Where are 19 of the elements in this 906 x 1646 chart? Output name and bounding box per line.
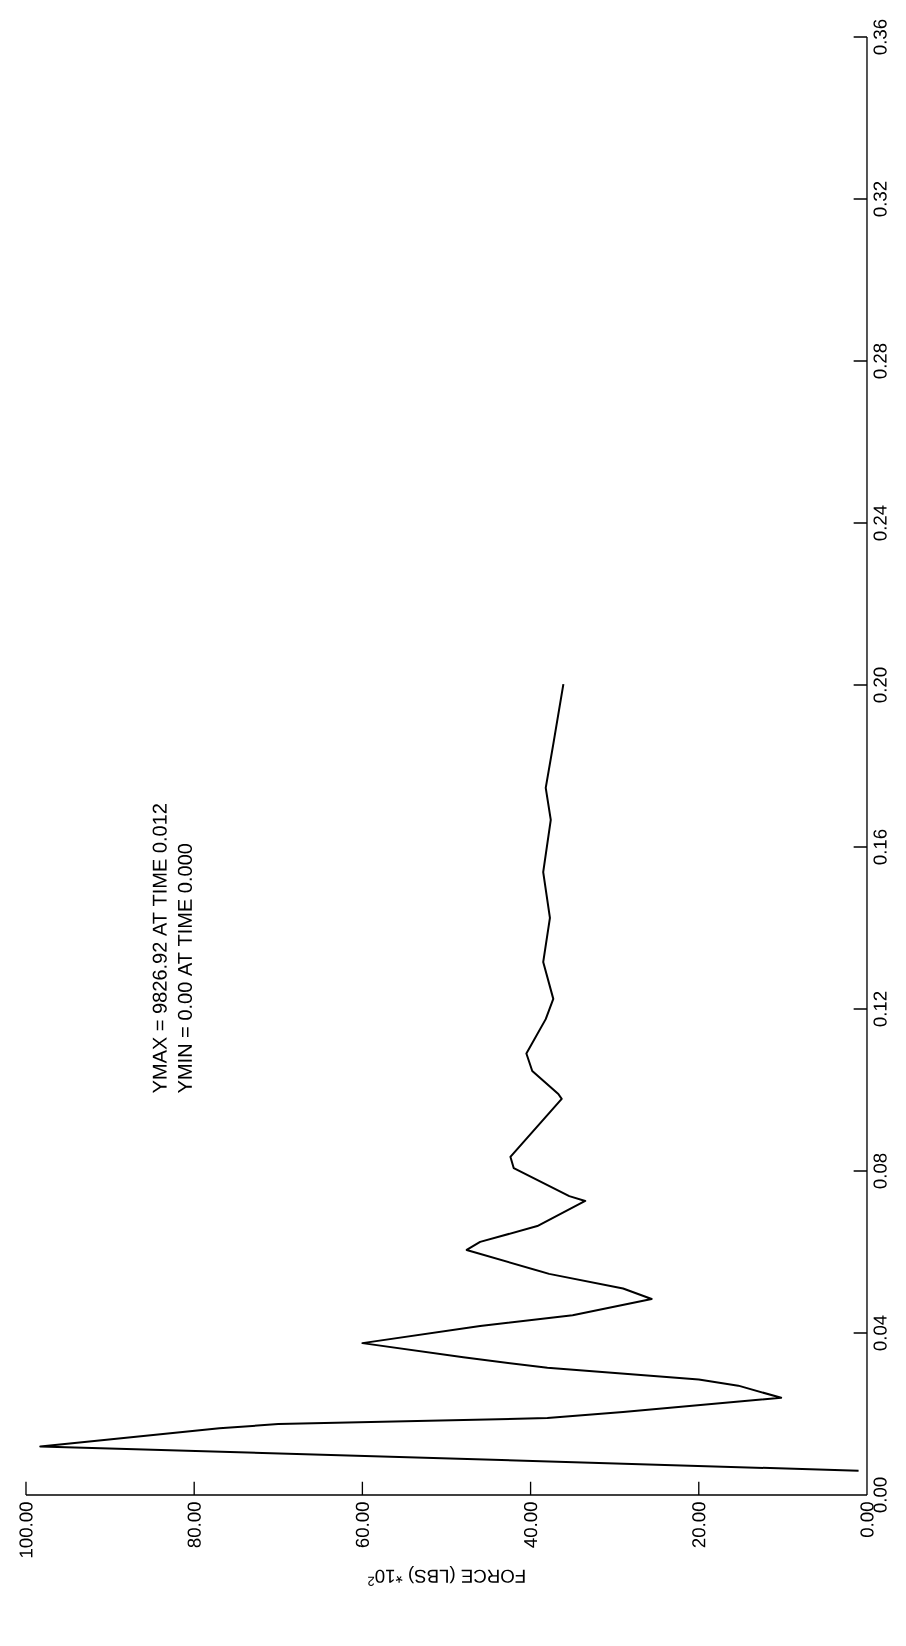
y-tick-label: 0.36 [873,19,887,55]
y-tick-label: 0.12 [873,991,887,1027]
annotation: YMIN = 0.00 AT TIME 0.000 [177,843,193,1093]
y-tick-label: 0.28 [873,343,887,379]
y-tick-label: 0.24 [873,505,887,541]
annotation: YMAX = 9826.92 AT TIME 0.012 [152,804,167,1093]
x-axis-title: FORCE (LBS) *10$^{2}$ [368,1565,525,1586]
y-tick-label: 0.32 [873,181,887,217]
x-tick-label: 80.00 [187,1502,201,1548]
y-tick-label: 0.16 [873,829,887,865]
y-tick-label: 0.00 [873,1477,887,1513]
line-series [39,683,860,1472]
y-tick-label: 0.08 [873,1153,887,1189]
x-tick-label: 40.00 [523,1502,538,1548]
x-tick-label: 20.00 [692,1502,706,1548]
y-tick-label: 0.04 [873,1315,887,1351]
x-tick-label: 100.00 [19,1502,33,1558]
x-tick-label: 60.00 [355,1502,369,1548]
y-tick-label: 0.20 [873,667,887,703]
